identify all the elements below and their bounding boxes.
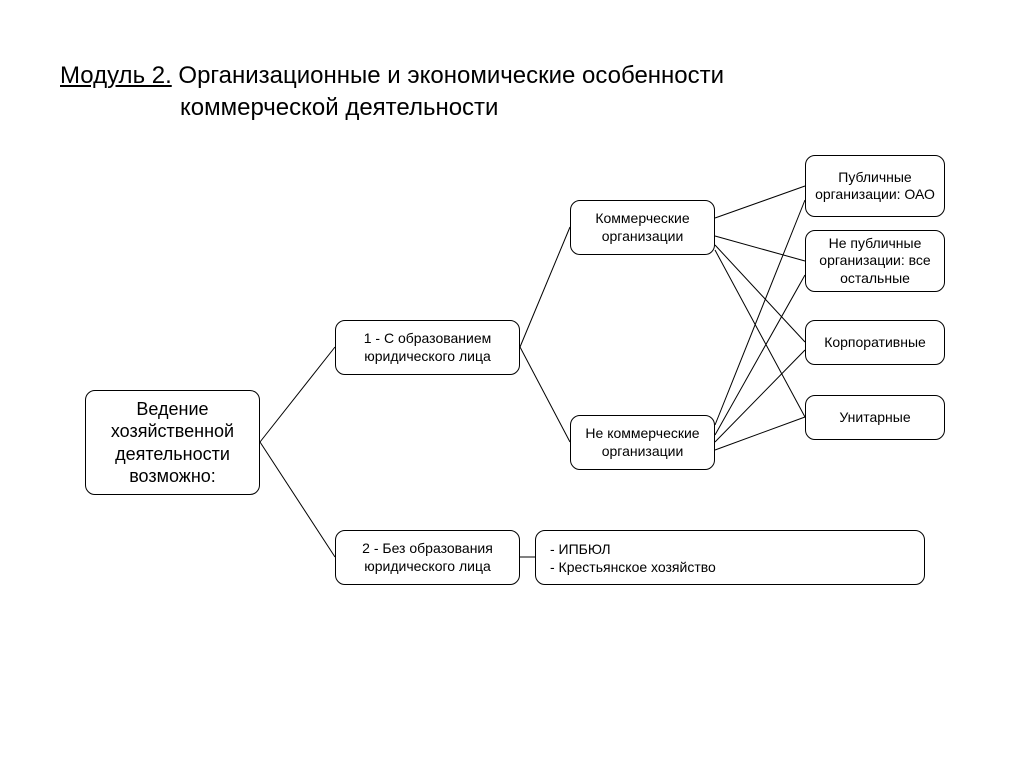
node-root: Ведение хозяйственной деятельности возмо… bbox=[85, 390, 260, 495]
node-c2: Не коммерческие организации bbox=[570, 415, 715, 470]
node-d3-label: Корпоративные bbox=[824, 334, 926, 352]
node-b2-label: 2 - Без образования юридического лица bbox=[344, 540, 511, 575]
title-line2: коммерческой деятельности bbox=[180, 92, 724, 124]
node-d3: Корпоративные bbox=[805, 320, 945, 365]
node-d1-label: Публичные организации: ОАО bbox=[814, 169, 936, 204]
node-c1: Коммерческие организации bbox=[570, 200, 715, 255]
node-root-label: Ведение хозяйственной деятельности возмо… bbox=[94, 398, 251, 488]
node-d2-label: Не публичные организации: все остальные bbox=[814, 235, 936, 288]
diagram-canvas: Модуль 2. Организационные и экономически… bbox=[0, 0, 1024, 767]
node-leaf: - ИПБЮЛ - Крестьянское хозяйство bbox=[535, 530, 925, 585]
node-leaf-line2: - Крестьянское хозяйство bbox=[550, 559, 716, 577]
node-b1: 1 - С образованием юридического лица bbox=[335, 320, 520, 375]
node-c2-label: Не коммерческие организации bbox=[579, 425, 706, 460]
node-leaf-line1: - ИПБЮЛ bbox=[550, 541, 611, 559]
node-d4: Унитарные bbox=[805, 395, 945, 440]
page-title: Модуль 2. Организационные и экономически… bbox=[60, 60, 724, 125]
node-d2: Не публичные организации: все остальные bbox=[805, 230, 945, 292]
node-d4-label: Унитарные bbox=[839, 409, 910, 427]
node-b2: 2 - Без образования юридического лица bbox=[335, 530, 520, 585]
node-b1-label: 1 - С образованием юридического лица bbox=[344, 330, 511, 365]
title-prefix: Модуль 2. bbox=[60, 62, 172, 89]
title-rest: Организационные и экономические особенно… bbox=[172, 62, 724, 89]
node-c1-label: Коммерческие организации bbox=[579, 210, 706, 245]
node-d1: Публичные организации: ОАО bbox=[805, 155, 945, 217]
